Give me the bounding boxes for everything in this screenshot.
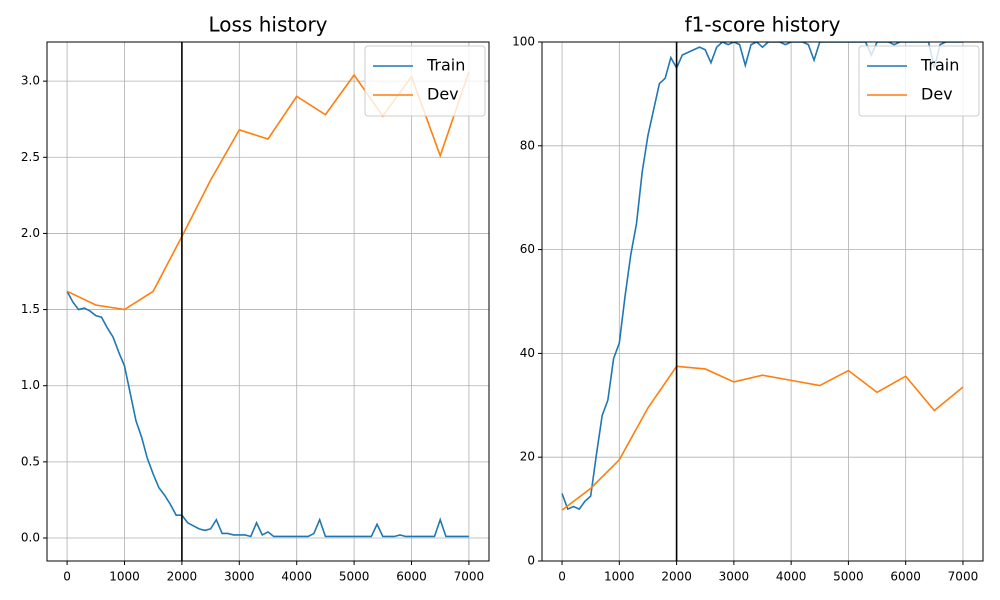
x-tick-label: 6000 xyxy=(396,570,427,584)
series-line xyxy=(66,290,469,538)
y-tick-label: 2.5 xyxy=(21,150,40,164)
x-tick-label: 4000 xyxy=(281,570,312,584)
legend-label: Dev xyxy=(921,85,953,104)
x-tick-label: 3000 xyxy=(224,570,255,584)
y-tick-label: 40 xyxy=(520,346,535,360)
chart-title: f1-score history xyxy=(685,13,841,37)
x-tick-label: 7000 xyxy=(948,570,979,584)
legend-box xyxy=(858,45,980,117)
plot-area xyxy=(561,42,964,561)
legend: Train Dev xyxy=(858,45,980,117)
series-line xyxy=(561,42,963,511)
chart-title: Loss history xyxy=(208,13,327,37)
y-tick-label: 80 xyxy=(520,138,535,152)
x-tick-label: 2000 xyxy=(661,570,692,584)
y-tick-label: 3.0 xyxy=(21,74,40,88)
x-tick-label: 6000 xyxy=(890,570,921,584)
x-tick-label: 1000 xyxy=(109,570,140,584)
y-tick-label: 1.0 xyxy=(21,378,40,392)
y-tick-label: 60 xyxy=(520,242,535,256)
plot-area xyxy=(66,42,470,561)
y-tick-label: 1.5 xyxy=(21,302,40,316)
legend-label: Dev xyxy=(427,85,459,104)
subplot: 0 1000 2000 3000 4000 5000 6000 7000 0.0 0.5 1.0 1.… xyxy=(21,13,490,584)
y-tick-label: 100 xyxy=(512,35,535,49)
y-tick-label: 0 xyxy=(527,554,535,568)
x-tick-label: 0 xyxy=(63,570,71,584)
y-tick-label: 0.5 xyxy=(21,454,40,468)
legend-label: Train xyxy=(920,56,959,75)
subplot: 0 1000 2000 3000 4000 5000 6000 7000 0 20 40 60 80 10… xyxy=(512,13,984,584)
x-tick-label: 3000 xyxy=(719,570,750,584)
legend: Train Dev xyxy=(364,45,486,117)
legend-label: Train xyxy=(426,56,465,75)
legend-box xyxy=(364,45,486,117)
series-line xyxy=(561,365,964,511)
x-tick-label: 1000 xyxy=(604,570,635,584)
y-tick-label: 20 xyxy=(520,450,535,464)
y-tick-label: 0.0 xyxy=(21,531,40,545)
y-tick-label: 2.0 xyxy=(21,226,40,240)
x-tick-label: 0 xyxy=(558,570,566,584)
x-tick-label: 7000 xyxy=(454,570,485,584)
x-tick-label: 5000 xyxy=(339,570,370,584)
x-tick-label: 4000 xyxy=(776,570,807,584)
x-tick-label: 2000 xyxy=(167,570,198,584)
axes-frame xyxy=(46,41,490,562)
axes-frame xyxy=(541,41,984,562)
x-tick-label: 5000 xyxy=(833,570,864,584)
